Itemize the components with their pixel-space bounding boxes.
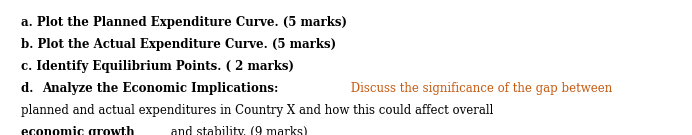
Text: Discuss the significance of the gap between: Discuss the significance of the gap betw… xyxy=(347,82,612,95)
Text: and stability. (9 marks): and stability. (9 marks) xyxy=(167,126,308,135)
Text: economic growth: economic growth xyxy=(21,126,134,135)
Text: a. Plot the Planned Expenditure Curve. (5 marks): a. Plot the Planned Expenditure Curve. (… xyxy=(21,16,347,29)
Text: Analyze the Economic Implications:: Analyze the Economic Implications: xyxy=(42,82,278,95)
Text: d.: d. xyxy=(21,82,37,95)
Text: planned and actual expenditures in Country X and how this could affect overall: planned and actual expenditures in Count… xyxy=(21,104,493,117)
Text: b. Plot the Actual Expenditure Curve. (5 marks): b. Plot the Actual Expenditure Curve. (5… xyxy=(21,38,336,51)
Text: c. Identify Equilibrium Points. ( 2 marks): c. Identify Equilibrium Points. ( 2 mark… xyxy=(21,60,294,73)
